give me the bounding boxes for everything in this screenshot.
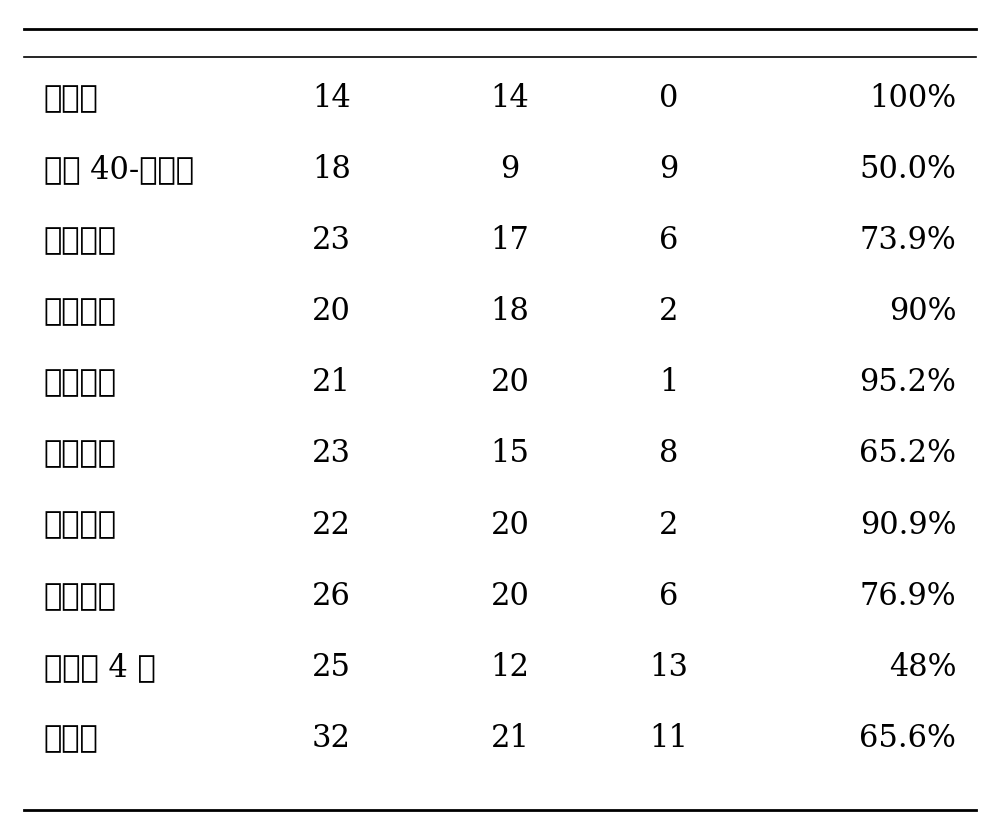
Text: 6: 6 <box>659 225 678 256</box>
Text: 14: 14 <box>491 83 529 114</box>
Text: 90.9%: 90.9% <box>860 510 956 540</box>
Text: 23: 23 <box>312 225 351 256</box>
Text: 26: 26 <box>312 581 351 612</box>
Text: 耒热先锋: 耒热先锋 <box>44 510 117 540</box>
Text: 8: 8 <box>659 439 678 469</box>
Text: 新津春 4 号: 新津春 4 号 <box>44 652 156 683</box>
Text: 大丰收: 大丰收 <box>44 83 99 114</box>
Text: 76.9%: 76.9% <box>860 581 956 612</box>
Text: 20: 20 <box>490 510 529 540</box>
Text: 90%: 90% <box>889 296 956 327</box>
Text: 超级绿王: 超级绿王 <box>44 439 117 469</box>
Text: 18: 18 <box>312 154 351 185</box>
Text: 20: 20 <box>490 581 529 612</box>
Text: 25: 25 <box>312 652 351 683</box>
Text: 0: 0 <box>659 83 678 114</box>
Text: 65.2%: 65.2% <box>859 439 956 469</box>
Text: 6: 6 <box>659 581 678 612</box>
Text: 20: 20 <box>490 368 529 398</box>
Text: 津优一号: 津优一号 <box>44 368 117 398</box>
Text: 22: 22 <box>312 510 351 540</box>
Text: 65.6%: 65.6% <box>859 723 956 754</box>
Text: 津联 40-短把型: 津联 40-短把型 <box>44 154 194 185</box>
Text: 18: 18 <box>490 296 529 327</box>
Text: 23: 23 <box>312 439 351 469</box>
Text: 9: 9 <box>500 154 520 185</box>
Text: 研四黄瓜: 研四黄瓜 <box>44 225 117 256</box>
Text: 2: 2 <box>659 296 678 327</box>
Text: 17: 17 <box>490 225 529 256</box>
Text: 13: 13 <box>649 652 688 683</box>
Text: 73.9%: 73.9% <box>859 225 956 256</box>
Text: 21: 21 <box>490 723 529 754</box>
Text: 20: 20 <box>312 296 351 327</box>
Text: 绿芝黄瓜: 绿芝黄瓜 <box>44 296 117 327</box>
Text: 100%: 100% <box>869 83 956 114</box>
Text: 48%: 48% <box>889 652 956 683</box>
Text: 15: 15 <box>490 439 529 469</box>
Text: 博美特: 博美特 <box>44 723 99 754</box>
Text: 50.0%: 50.0% <box>859 154 956 185</box>
Text: 露丰黄瓜: 露丰黄瓜 <box>44 581 117 612</box>
Text: 14: 14 <box>312 83 351 114</box>
Text: 21: 21 <box>312 368 351 398</box>
Text: 95.2%: 95.2% <box>859 368 956 398</box>
Text: 12: 12 <box>490 652 529 683</box>
Text: 1: 1 <box>659 368 678 398</box>
Text: 11: 11 <box>649 723 688 754</box>
Text: 32: 32 <box>312 723 351 754</box>
Text: 2: 2 <box>659 510 678 540</box>
Text: 9: 9 <box>659 154 678 185</box>
